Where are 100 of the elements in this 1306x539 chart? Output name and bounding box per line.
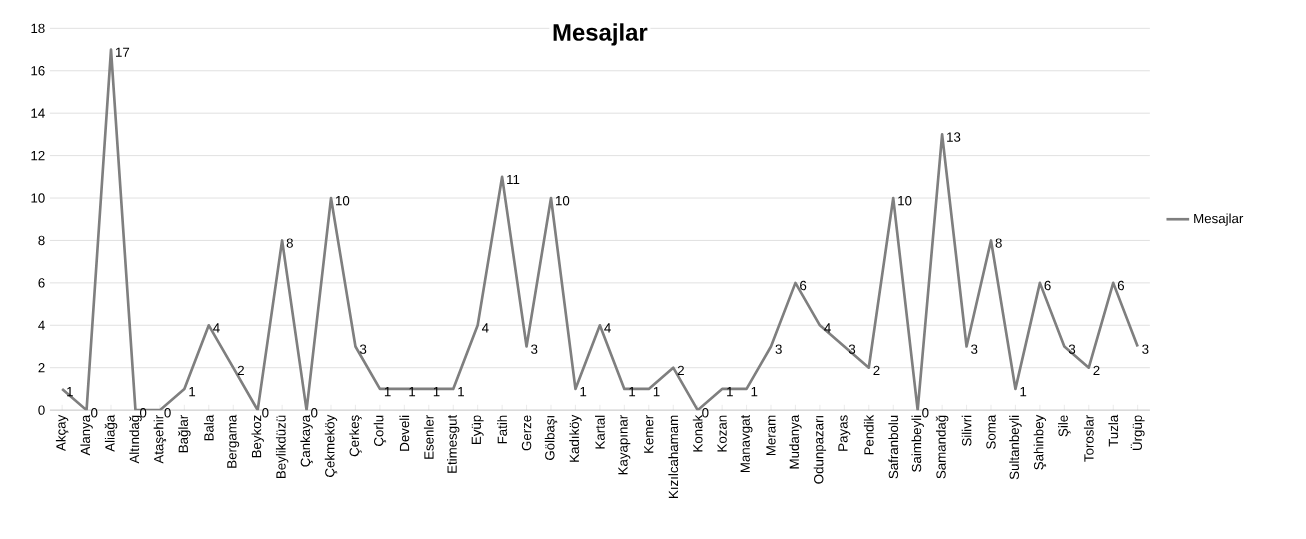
x-tick-label: Samandağ <box>935 415 949 479</box>
x-tick-label: Çekmeköy <box>324 414 338 477</box>
data-label: 1 <box>580 386 587 397</box>
data-label: 4 <box>824 323 831 333</box>
data-label: 3 <box>971 344 978 354</box>
x-tick-label: Esenler <box>423 415 434 459</box>
x-tick-label: Ürgüp <box>1130 415 1145 450</box>
x-tick-label: Fatih <box>497 415 507 444</box>
data-label: 1 <box>458 386 464 397</box>
y-tick-label: 2 <box>38 363 45 373</box>
x-tick-label: Bergama <box>227 414 240 468</box>
data-label: 1 <box>653 386 660 397</box>
x-tick-label: Beylikdüzü <box>275 415 289 478</box>
x-tick-label: Eyüp <box>471 415 484 445</box>
x-tick-label: Şahinbey <box>1033 414 1047 470</box>
x-tick-label: Kozan <box>717 415 727 452</box>
data-label: 3 <box>1068 344 1076 354</box>
data-label: 0 <box>139 408 147 418</box>
x-tick-label: Ataşehir <box>153 415 167 464</box>
data-label: 0 <box>164 408 171 418</box>
data-label: 13 <box>947 132 961 142</box>
x-tick-label: Akçay <box>55 414 69 451</box>
x-tick-label: Beykoz <box>251 415 264 458</box>
x-tick-label: Toroslar <box>1083 415 1094 462</box>
x-tick-label: Kayapınar <box>618 415 631 475</box>
x-tick-label: Pendik <box>863 414 874 455</box>
data-label: 4 <box>213 323 220 333</box>
data-label: 1 <box>409 386 416 397</box>
x-tick-label: Altındağ <box>129 415 142 464</box>
data-label: 10 <box>336 195 350 206</box>
x-tick-label: Manavgat <box>740 414 753 473</box>
data-label: 1 <box>727 386 733 397</box>
chart-title: Mesajlar <box>553 23 648 46</box>
data-label: 10 <box>556 195 570 206</box>
x-tick-label: Etimesgut <box>447 414 460 473</box>
data-label: 3 <box>531 344 538 354</box>
x-tick-label: Bağlar <box>178 415 191 453</box>
x-tick-label: Aliağa <box>104 414 118 452</box>
data-label: 1 <box>384 386 391 397</box>
x-tick-label: Silivri <box>961 415 972 446</box>
x-tick-label: Kartal <box>595 415 605 449</box>
data-label: 1 <box>751 386 758 397</box>
y-tick-label: 4 <box>38 320 45 330</box>
x-tick-label: Çerkeş <box>349 415 362 457</box>
x-tick-label: Soma <box>986 414 996 449</box>
x-tick-label: Meram <box>766 415 776 456</box>
x-tick-label: Çorlu <box>373 415 387 446</box>
data-label: 3 <box>1142 344 1149 354</box>
y-tick-label: 8 <box>38 235 45 246</box>
legend-label: Mesajlar <box>1194 213 1244 226</box>
x-tick-label: Sultanbeyli <box>1009 415 1022 480</box>
data-label: 17 <box>116 47 130 57</box>
data-label: 1 <box>629 386 636 397</box>
data-label: 3 <box>359 344 367 354</box>
x-tick-label: Kemer <box>644 415 654 453</box>
data-label: 2 <box>1093 365 1100 375</box>
x-tick-label: Payas <box>838 415 851 451</box>
x-tick-label: Konak <box>692 414 703 452</box>
x-tick-label: Çankaya <box>300 414 313 467</box>
x-tick-label: Gerze <box>521 415 532 451</box>
data-label: 1 <box>1020 386 1027 397</box>
y-tick-label: 12 <box>31 150 45 161</box>
x-tick-label: Bala <box>203 414 214 441</box>
data-label: 8 <box>995 238 1002 248</box>
data-label: 10 <box>898 195 912 206</box>
data-label: 3 <box>848 344 856 354</box>
x-tick-label: Odunpazarı <box>813 416 827 484</box>
data-label: 0 <box>91 408 98 418</box>
y-tick-label: 6 <box>38 278 45 288</box>
x-tick-label: Kızılcahamam <box>668 415 679 498</box>
data-label: 4 <box>604 323 611 333</box>
x-tick-label: Mudanya <box>789 414 802 469</box>
x-tick-label: Develi <box>399 415 410 451</box>
y-tick-label: 18 <box>31 23 45 34</box>
data-label: 8 <box>286 238 293 248</box>
data-label: 1 <box>67 386 73 397</box>
data-label: 2 <box>677 365 684 375</box>
y-tick-label: 16 <box>31 66 45 76</box>
data-label: 3 <box>775 344 782 354</box>
data-label: 11 <box>507 174 520 185</box>
x-tick-label: Gölbaşı <box>544 416 558 460</box>
y-tick-label: 10 <box>31 193 45 203</box>
data-label: 1 <box>189 386 196 397</box>
data-label: 2 <box>237 365 244 375</box>
x-tick-label: Safranbolu <box>888 415 899 479</box>
x-tick-label: Alanya <box>80 414 93 456</box>
data-label: 6 <box>1117 280 1125 291</box>
data-label: 1 <box>433 386 440 397</box>
data-label: 4 <box>481 323 489 333</box>
data-label: 0 <box>311 408 318 418</box>
data-label: 0 <box>922 408 929 418</box>
x-tick-label: Saimbeyli <box>911 415 924 472</box>
y-tick-label: 0 <box>38 405 45 415</box>
x-tick-label: Tuzla <box>1108 414 1119 447</box>
x-tick-label: Şile <box>1058 415 1071 437</box>
x-tick-label: Kadıköy <box>569 414 582 462</box>
data-label: 0 <box>702 408 709 418</box>
data-label: 6 <box>1044 280 1051 291</box>
data-label: 2 <box>873 365 880 375</box>
data-label: 0 <box>262 408 269 418</box>
